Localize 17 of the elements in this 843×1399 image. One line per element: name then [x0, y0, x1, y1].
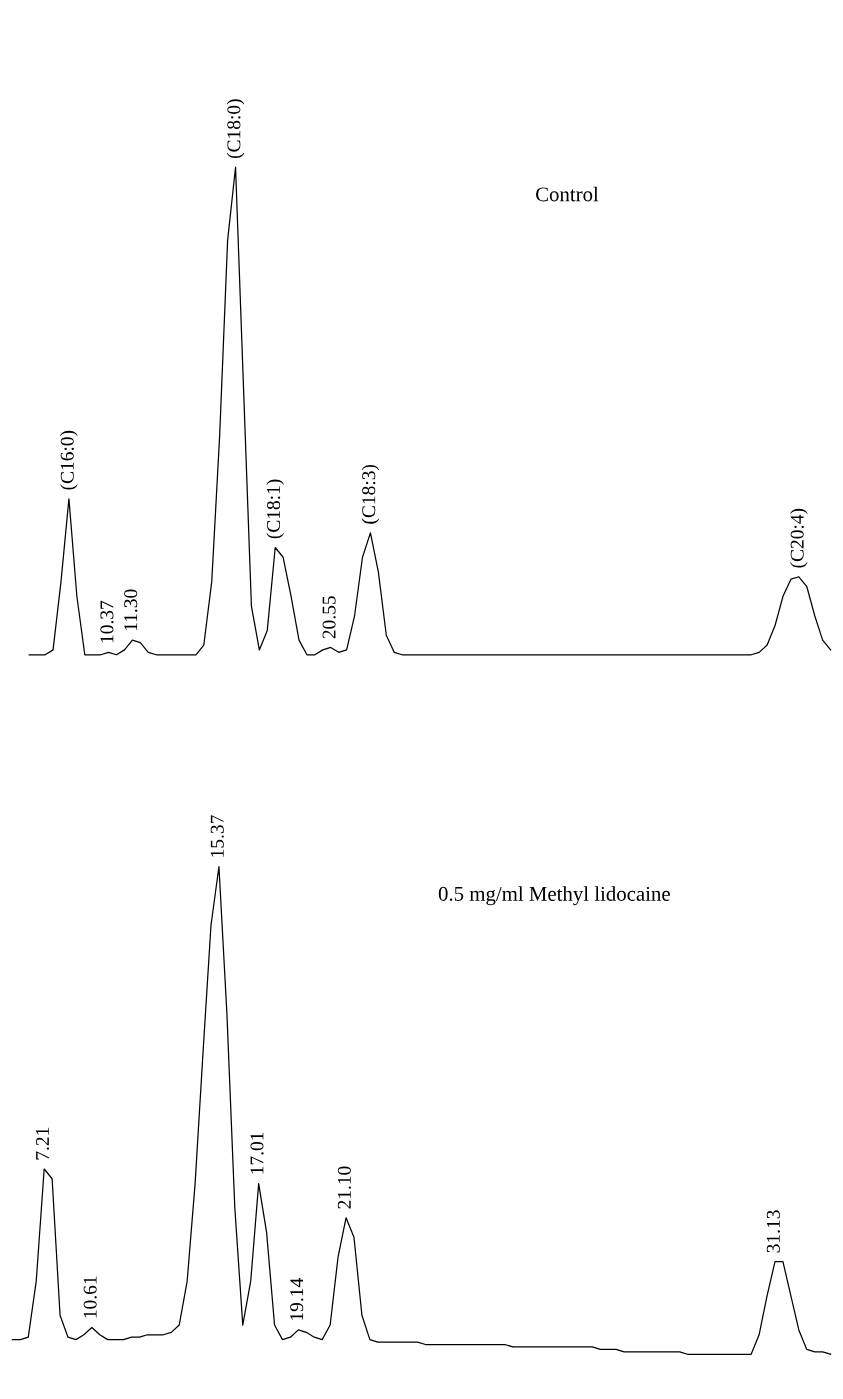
text: 0.5 mg/ml Methyl lidocaine: [438, 886, 670, 906]
annotation: 10.61: [83, 1276, 97, 1318]
annotation: 19.14: [290, 1278, 304, 1320]
text: 15.37: [210, 815, 224, 857]
annotation: (C18:1): [266, 479, 285, 539]
text: (C18:0): [226, 99, 245, 159]
annotation: 21.10: [337, 1166, 351, 1209]
annotation: (C20:4): [790, 508, 808, 568]
annotation: 10.37: [100, 600, 114, 643]
annotation: 20.55: [322, 596, 336, 639]
text: Control: [535, 186, 599, 202]
annotation: 11.30: [124, 589, 138, 631]
annotation: (C18:3): [361, 464, 380, 524]
annotation: 31.13: [766, 1210, 780, 1253]
annotation: 7.21: [35, 1127, 50, 1160]
annotation: (C16:0): [60, 430, 78, 490]
annotation: 17.01: [250, 1132, 264, 1174]
